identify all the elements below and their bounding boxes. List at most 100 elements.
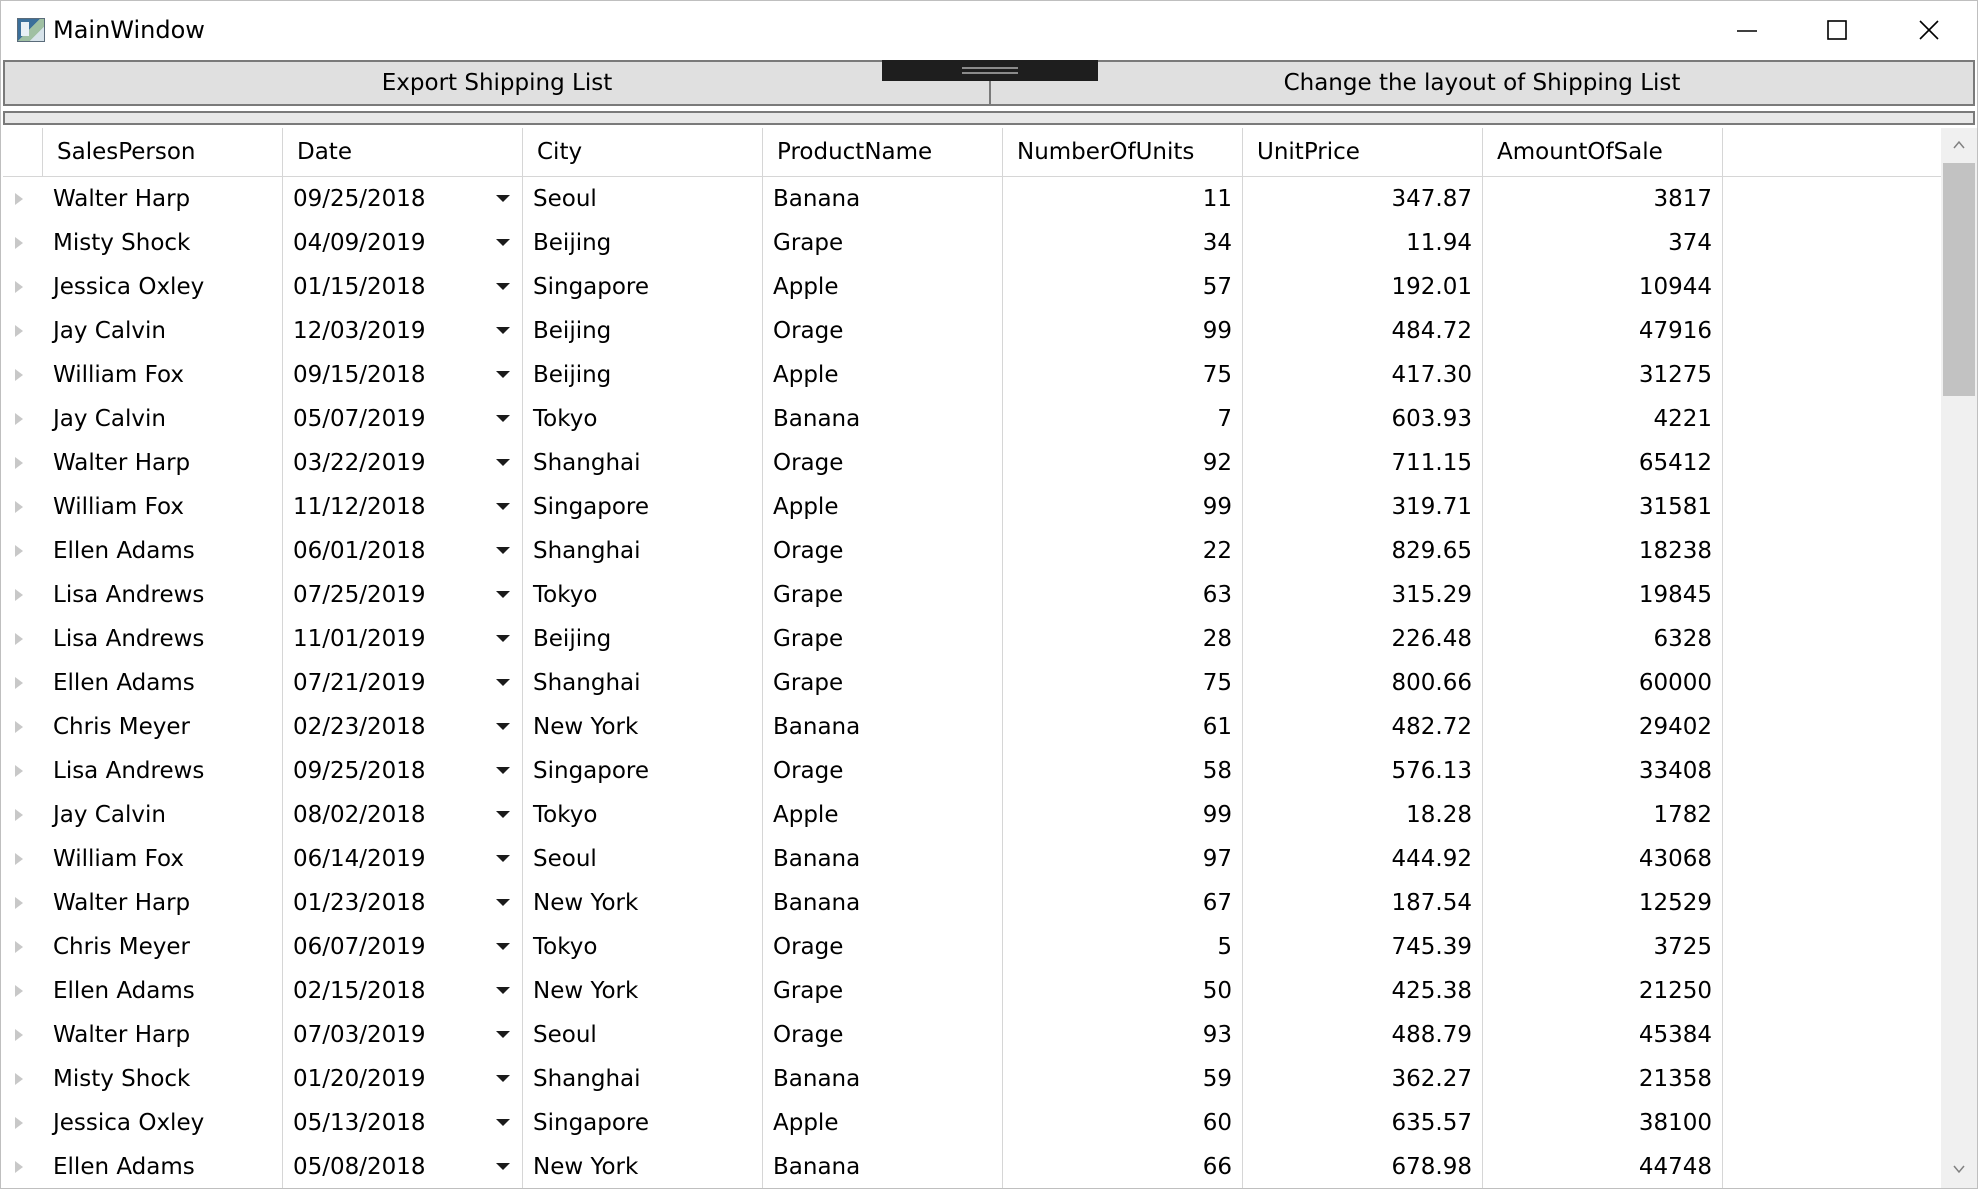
row-header-arrow-icon[interactable] xyxy=(3,1145,43,1188)
city-cell[interactable]: Tokyo xyxy=(523,925,763,969)
amountofsale-cell[interactable]: 10944 xyxy=(1483,265,1723,309)
city-cell[interactable]: Beijing xyxy=(523,617,763,661)
salesperson-cell[interactable]: Ellen Adams xyxy=(43,1145,283,1188)
productname-cell[interactable]: Grape xyxy=(763,573,1003,617)
table-row[interactable]: Jay Calvin 08/02/2018 Tokyo Apple 99 18.28 178… xyxy=(3,793,1941,837)
city-cell[interactable]: New York xyxy=(523,1145,763,1188)
table-row[interactable]: Ellen Adams 06/01/2018 Shanghai Orage 22 829.… xyxy=(3,529,1941,573)
salesperson-cell[interactable]: Misty Shock xyxy=(43,221,283,265)
table-row[interactable]: Ellen Adams 05/08/2018 New York Banana 66 678… xyxy=(3,1145,1941,1188)
table-row[interactable]: William Fox 06/14/2019 Seoul Banana 97 444.92… xyxy=(3,837,1941,881)
table-row[interactable]: Jay Calvin 05/07/2019 Tokyo Banana 7 603.93 42… xyxy=(3,397,1941,441)
productname-cell[interactable]: Apple xyxy=(763,485,1003,529)
productname-cell[interactable]: Apple xyxy=(763,1101,1003,1145)
date-cell[interactable]: 03/22/2019 xyxy=(283,441,523,485)
column-header-unitprice[interactable]: UnitPrice xyxy=(1243,128,1483,176)
dropdown-arrow-icon[interactable] xyxy=(496,415,510,422)
drag-grip-handle[interactable] xyxy=(882,60,1098,81)
splitter-bar[interactable] xyxy=(3,111,1975,125)
row-header-arrow-icon[interactable] xyxy=(3,881,43,925)
numberofunits-cell[interactable]: 97 xyxy=(1003,837,1243,881)
numberofunits-cell[interactable]: 28 xyxy=(1003,617,1243,661)
row-header-arrow-icon[interactable] xyxy=(3,441,43,485)
unitprice-cell[interactable]: 347.87 xyxy=(1243,177,1483,221)
dropdown-arrow-icon[interactable] xyxy=(496,1163,510,1170)
date-cell[interactable]: 06/07/2019 xyxy=(283,925,523,969)
salesperson-cell[interactable]: Walter Harp xyxy=(43,441,283,485)
salesperson-cell[interactable]: Chris Meyer xyxy=(43,705,283,749)
unitprice-cell[interactable]: 315.29 xyxy=(1243,573,1483,617)
table-row[interactable]: Walter Harp 07/03/2019 Seoul Orage 93 488.79 4… xyxy=(3,1013,1941,1057)
column-header-date[interactable]: Date xyxy=(283,128,523,176)
numberofunits-cell[interactable]: 7 xyxy=(1003,397,1243,441)
date-cell[interactable]: 02/23/2018 xyxy=(283,705,523,749)
dropdown-arrow-icon[interactable] xyxy=(496,327,510,334)
productname-cell[interactable]: Banana xyxy=(763,1057,1003,1101)
dropdown-arrow-icon[interactable] xyxy=(496,503,510,510)
dropdown-arrow-icon[interactable] xyxy=(496,459,510,466)
city-cell[interactable]: Singapore xyxy=(523,485,763,529)
table-row[interactable]: Walter Harp 03/22/2019 Shanghai Orage 92 711.… xyxy=(3,441,1941,485)
salesperson-cell[interactable]: Jay Calvin xyxy=(43,397,283,441)
row-header-arrow-icon[interactable] xyxy=(3,309,43,353)
amountofsale-cell[interactable]: 3725 xyxy=(1483,925,1723,969)
unitprice-cell[interactable]: 362.27 xyxy=(1243,1057,1483,1101)
row-header-arrow-icon[interactable] xyxy=(3,485,43,529)
numberofunits-cell[interactable]: 34 xyxy=(1003,221,1243,265)
city-cell[interactable]: Singapore xyxy=(523,749,763,793)
productname-cell[interactable]: Banana xyxy=(763,397,1003,441)
productname-cell[interactable]: Grape xyxy=(763,969,1003,1013)
dropdown-arrow-icon[interactable] xyxy=(496,1031,510,1038)
date-cell[interactable]: 01/20/2019 xyxy=(283,1057,523,1101)
city-cell[interactable]: Singapore xyxy=(523,1101,763,1145)
productname-cell[interactable]: Apple xyxy=(763,265,1003,309)
productname-cell[interactable]: Banana xyxy=(763,705,1003,749)
city-cell[interactable]: Tokyo xyxy=(523,573,763,617)
salesperson-cell[interactable]: Ellen Adams xyxy=(43,661,283,705)
row-header-arrow-icon[interactable] xyxy=(3,265,43,309)
city-cell[interactable]: Beijing xyxy=(523,353,763,397)
productname-cell[interactable]: Banana xyxy=(763,1145,1003,1188)
numberofunits-cell[interactable]: 99 xyxy=(1003,485,1243,529)
city-cell[interactable]: New York xyxy=(523,705,763,749)
unitprice-cell[interactable]: 192.01 xyxy=(1243,265,1483,309)
amountofsale-cell[interactable]: 21358 xyxy=(1483,1057,1723,1101)
unitprice-cell[interactable]: 187.54 xyxy=(1243,881,1483,925)
unitprice-cell[interactable]: 482.72 xyxy=(1243,705,1483,749)
date-cell[interactable]: 05/08/2018 xyxy=(283,1145,523,1188)
row-header-arrow-icon[interactable] xyxy=(3,1057,43,1101)
unitprice-cell[interactable]: 319.71 xyxy=(1243,485,1483,529)
row-header-arrow-icon[interactable] xyxy=(3,177,43,221)
column-header-salesperson[interactable]: SalesPerson xyxy=(43,128,283,176)
table-row[interactable]: Misty Shock 04/09/2019 Beijing Grape 34 11.94… xyxy=(3,221,1941,265)
city-cell[interactable]: Shanghai xyxy=(523,529,763,573)
numberofunits-cell[interactable]: 67 xyxy=(1003,881,1243,925)
row-header-arrow-icon[interactable] xyxy=(3,837,43,881)
salesperson-cell[interactable]: Jessica Oxley xyxy=(43,265,283,309)
date-cell[interactable]: 11/01/2019 xyxy=(283,617,523,661)
dropdown-arrow-icon[interactable] xyxy=(496,855,510,862)
dropdown-arrow-icon[interactable] xyxy=(496,635,510,642)
date-cell[interactable]: 02/15/2018 xyxy=(283,969,523,1013)
salesperson-cell[interactable]: Walter Harp xyxy=(43,177,283,221)
productname-cell[interactable]: Orage xyxy=(763,925,1003,969)
date-cell[interactable]: 06/01/2018 xyxy=(283,529,523,573)
salesperson-cell[interactable]: Lisa Andrews xyxy=(43,617,283,661)
dropdown-arrow-icon[interactable] xyxy=(496,283,510,290)
table-row[interactable]: Lisa Andrews 07/25/2019 Tokyo Grape 63 315.29… xyxy=(3,573,1941,617)
numberofunits-cell[interactable]: 63 xyxy=(1003,573,1243,617)
productname-cell[interactable]: Banana xyxy=(763,177,1003,221)
amountofsale-cell[interactable]: 6328 xyxy=(1483,617,1723,661)
salesperson-cell[interactable]: Ellen Adams xyxy=(43,969,283,1013)
row-header-arrow-icon[interactable] xyxy=(3,705,43,749)
date-cell[interactable]: 09/15/2018 xyxy=(283,353,523,397)
dropdown-arrow-icon[interactable] xyxy=(496,591,510,598)
row-header-arrow-icon[interactable] xyxy=(3,397,43,441)
date-cell[interactable]: 07/25/2019 xyxy=(283,573,523,617)
table-row[interactable]: William Fox 09/15/2018 Beijing Apple 75 417.3… xyxy=(3,353,1941,397)
salesperson-cell[interactable]: William Fox xyxy=(43,353,283,397)
city-cell[interactable]: Singapore xyxy=(523,265,763,309)
row-header-arrow-icon[interactable] xyxy=(3,221,43,265)
city-cell[interactable]: Tokyo xyxy=(523,397,763,441)
date-cell[interactable]: 09/25/2018 xyxy=(283,177,523,221)
